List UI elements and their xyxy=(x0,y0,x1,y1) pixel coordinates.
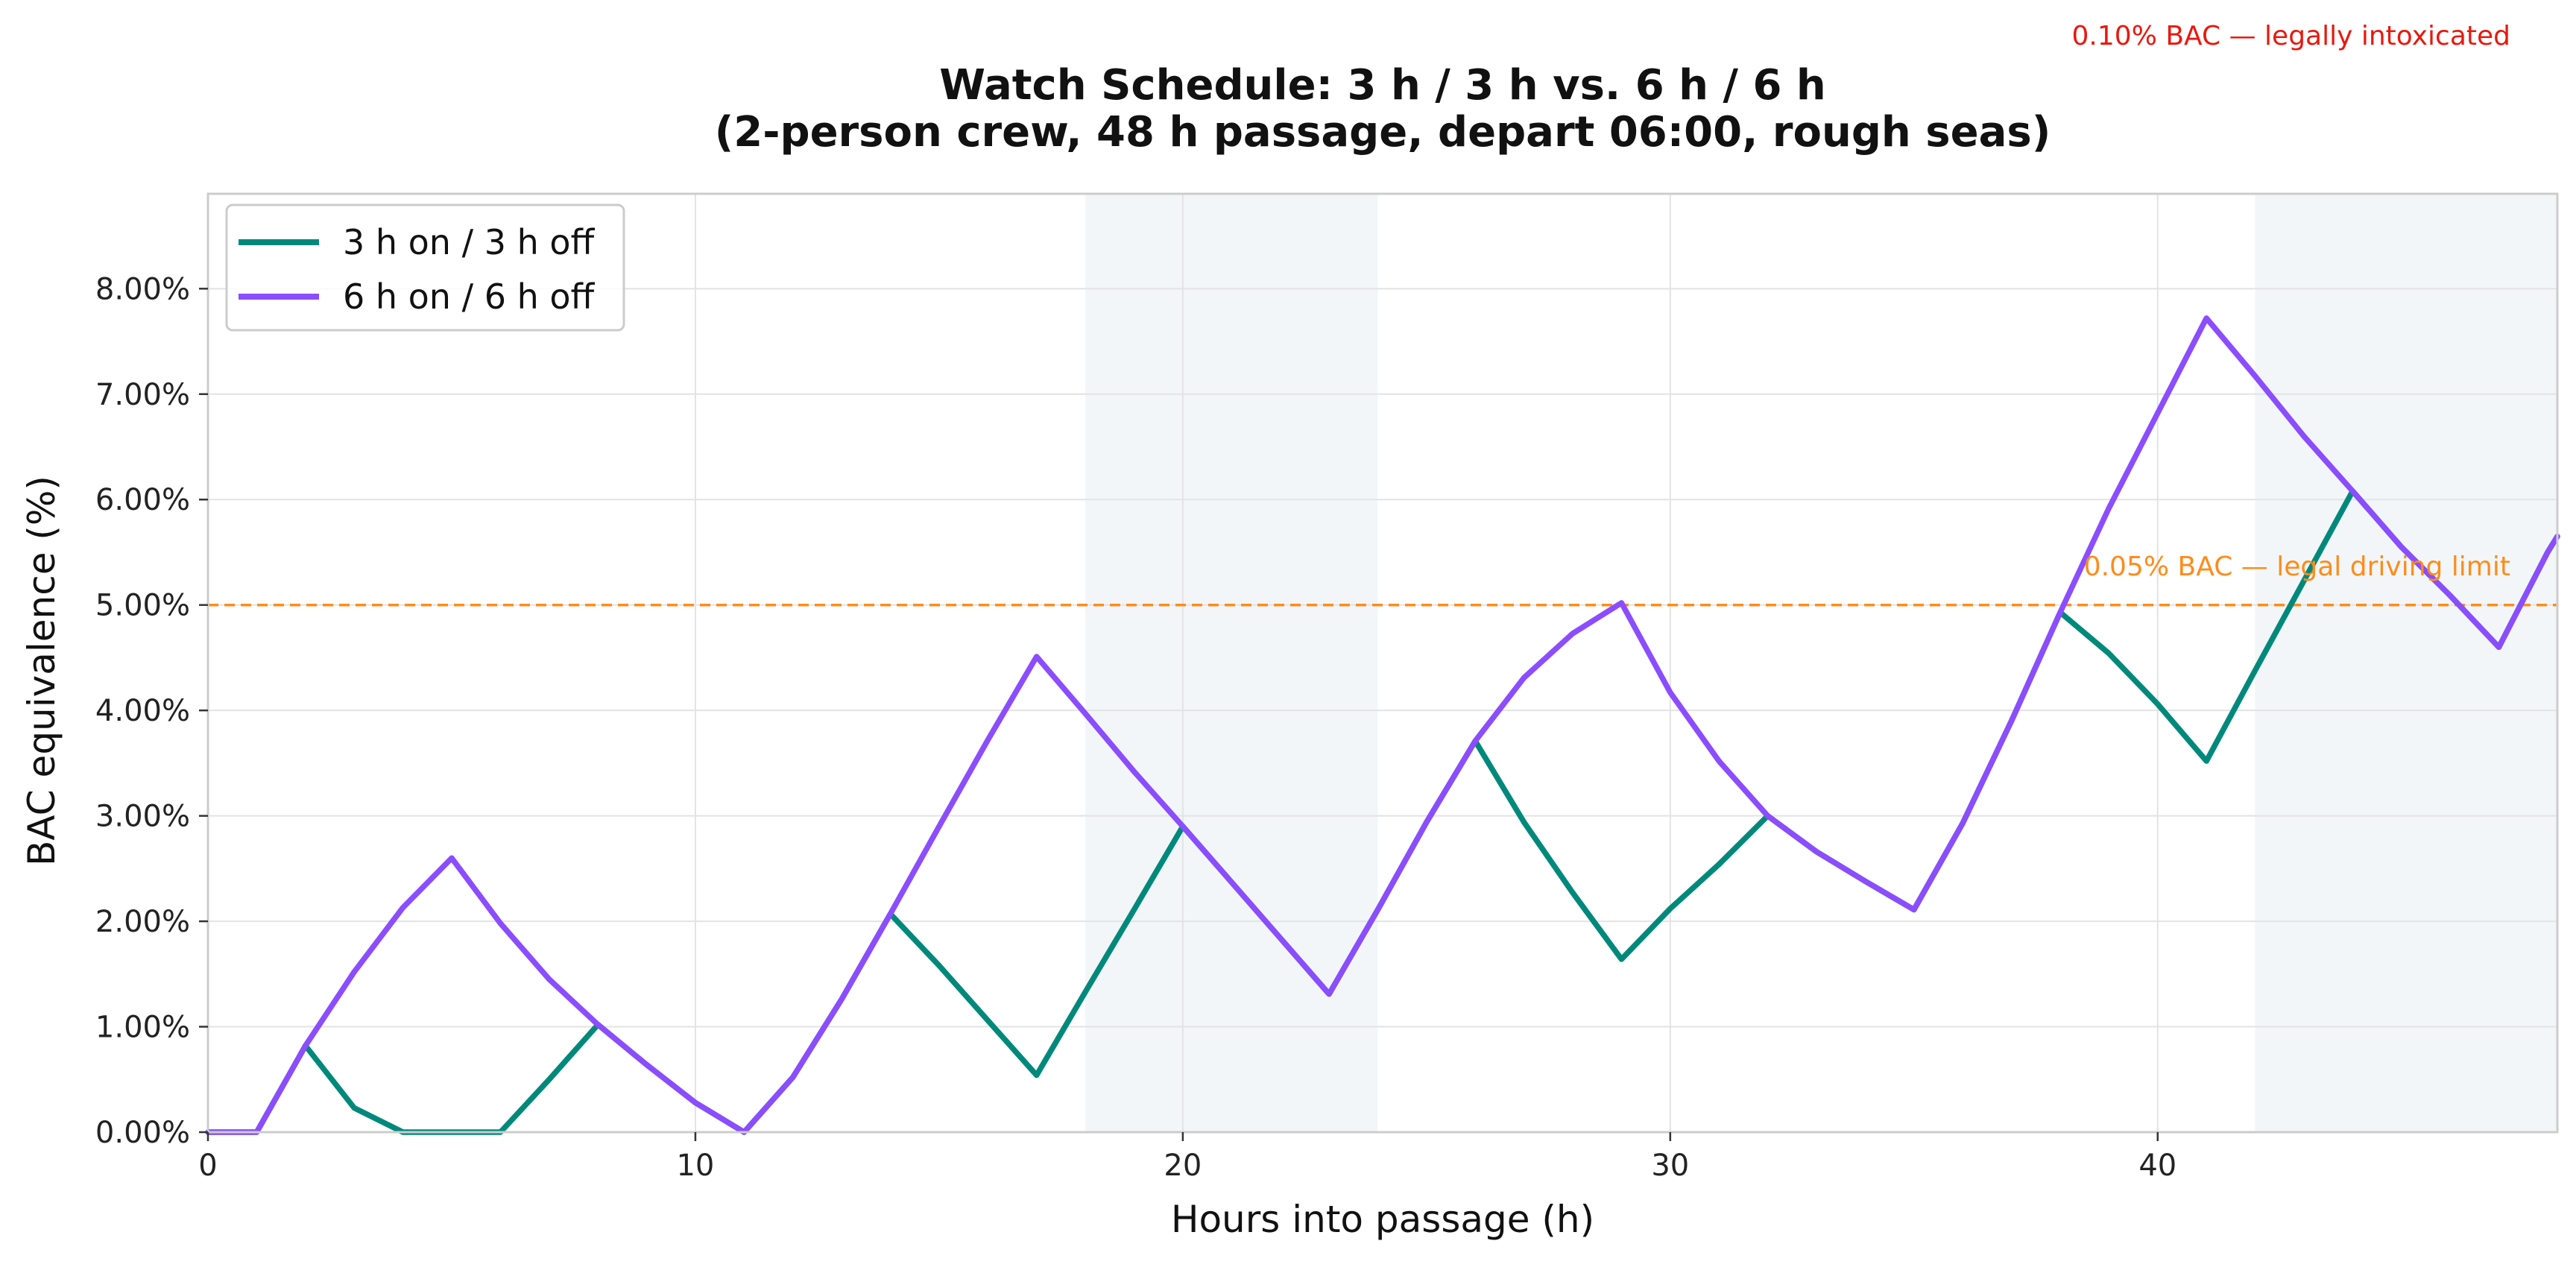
annotation-legal-driving-limit: 0.05% BAC — legal driving limit xyxy=(2084,552,2510,582)
y-tick-label: 4.00% xyxy=(95,694,190,728)
y-tick-label: 1.00% xyxy=(95,1011,190,1045)
x-tick-label: 30 xyxy=(1651,1149,1689,1183)
plot-frame xyxy=(206,192,2559,1134)
x-tick-label: 0 xyxy=(198,1149,217,1183)
legend-label-6h: 6 h on / 6 h off xyxy=(343,277,596,317)
legend: 3 h on / 3 h off 6 h on / 6 h off xyxy=(225,203,625,332)
series-lines xyxy=(205,315,2560,1135)
night-band xyxy=(1085,194,1378,1132)
chart-title: Watch Schedule: 3 h / 3 h vs. 6 h / 6 h xyxy=(939,61,1826,110)
night-bands xyxy=(1085,194,2557,1132)
x-tick-label: 20 xyxy=(1164,1149,1202,1183)
x-tick-label: 10 xyxy=(676,1149,714,1183)
series-line-3h xyxy=(205,488,2560,1135)
y-tick-label: 6.00% xyxy=(95,483,190,517)
legend-box xyxy=(225,203,625,332)
y-axis-label: BAC equivalence (%) xyxy=(20,476,63,866)
y-tick-label: 5.00% xyxy=(95,589,190,623)
y-tick-label: 7.00% xyxy=(95,378,190,412)
y-tick-label: 8.00% xyxy=(95,272,190,306)
axis-ticks: 0 10 20 30 40 0.00% 1.00% 2.00% 3.00% 4.00% 5.00% 6… xyxy=(95,272,2176,1183)
chart-subtitle: (2-person crew, 48 h passage, depart 06:… xyxy=(715,108,2051,157)
legend-label-3h: 3 h on / 3 h off xyxy=(343,222,596,262)
y-tick-label: 2.00% xyxy=(95,905,190,939)
y-tick-label: 3.00% xyxy=(95,800,190,834)
x-tick-label: 40 xyxy=(2138,1149,2176,1183)
night-band xyxy=(2255,194,2557,1132)
series-line-6h xyxy=(205,315,2560,1135)
annotation-legally-intoxicated: 0.10% BAC — legally intoxicated xyxy=(2072,21,2510,51)
y-tick-label: 0.00% xyxy=(95,1116,190,1150)
x-axis-label: Hours into passage (h) xyxy=(1171,1198,1594,1241)
